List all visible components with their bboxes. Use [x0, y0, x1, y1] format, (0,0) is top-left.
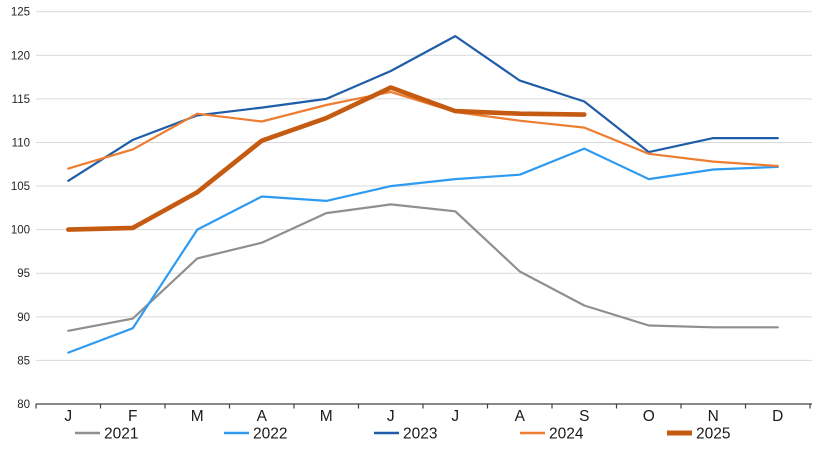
- series-line-2025: [66, 85, 587, 232]
- x-axis-month-label: J: [64, 408, 72, 425]
- series-line-2023: [67, 34, 779, 182]
- legend-label-2023: 2023: [403, 426, 437, 443]
- x-axis-month-label: A: [515, 408, 526, 425]
- legend-label-2022: 2022: [253, 426, 287, 443]
- y-axis-tick-label: 95: [17, 268, 30, 280]
- legend-label-2024: 2024: [549, 426, 584, 443]
- x-axis-month-label: N: [708, 408, 719, 425]
- y-axis-tick-label: 90: [17, 312, 30, 324]
- x-axis-month-label: S: [579, 408, 589, 425]
- x-axis-month-label: D: [772, 408, 783, 425]
- y-axis-tick-label: 105: [11, 181, 30, 193]
- y-axis-tick-label: 120: [11, 50, 30, 62]
- x-axis-month-label: J: [451, 408, 459, 425]
- x-axis-month-label: J: [387, 408, 395, 425]
- y-axis-tick-label: 115: [12, 94, 30, 106]
- x-axis-month-label: A: [257, 408, 268, 425]
- y-axis-tick-label: 125: [11, 7, 30, 19]
- legend-label-2025: 2025: [696, 426, 730, 443]
- x-axis-month-label: F: [128, 408, 137, 425]
- series-line-2022: [67, 147, 779, 354]
- series-line-2024: [67, 90, 779, 170]
- x-axis-month-label: M: [320, 408, 333, 425]
- y-axis-tick-label: 100: [11, 225, 30, 237]
- x-axis-month-label: O: [643, 408, 655, 425]
- y-axis-tick-label: 85: [17, 355, 30, 367]
- series-line-2021: [67, 203, 779, 332]
- x-axis-month-label: M: [191, 408, 204, 425]
- y-axis-tick-label: 80: [17, 399, 30, 411]
- legend-label-2021: 2021: [104, 426, 138, 443]
- y-axis-tick-label: 110: [12, 137, 30, 149]
